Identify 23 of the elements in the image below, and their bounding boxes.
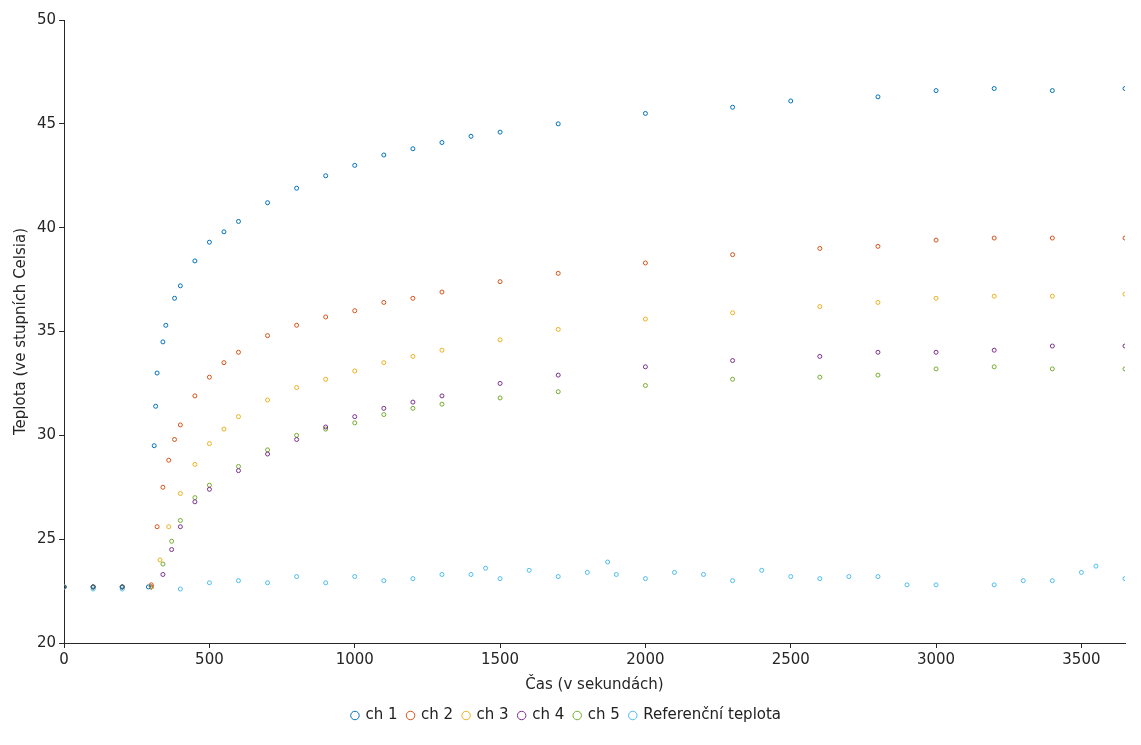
y-tick-label: 50: [36, 9, 57, 28]
y-tick-label: 30: [36, 425, 57, 444]
x-tick-label: 3500: [1062, 649, 1101, 668]
legend-label: ch 1: [365, 705, 398, 724]
x-tick-label: 0: [59, 649, 69, 668]
legend-label: ch 5: [587, 705, 620, 724]
y-tick-label: 40: [36, 217, 57, 236]
x-tick-label: 2000: [626, 649, 665, 668]
x-axis-title: Čas (v sekundách): [525, 673, 664, 693]
y-tick-label: 20: [36, 632, 57, 651]
legend-label: Referenční teplota: [643, 705, 782, 724]
y-tick-label: 35: [36, 321, 57, 340]
legend-label: ch 3: [476, 705, 509, 724]
y-tick-label: 25: [36, 529, 57, 548]
x-tick-label: 1000: [335, 649, 374, 668]
legend-label: ch 2: [421, 705, 454, 724]
x-tick-label: 1500: [480, 649, 520, 668]
x-tick-label: 3000: [916, 649, 956, 668]
legend-label: ch 4: [532, 705, 565, 724]
y-axis-title: Teplota (ve stupních Celsia): [10, 227, 29, 437]
y-tick-label: 45: [36, 113, 57, 132]
x-tick-label: 2500: [771, 649, 810, 668]
x-tick-label: 500: [195, 649, 224, 668]
